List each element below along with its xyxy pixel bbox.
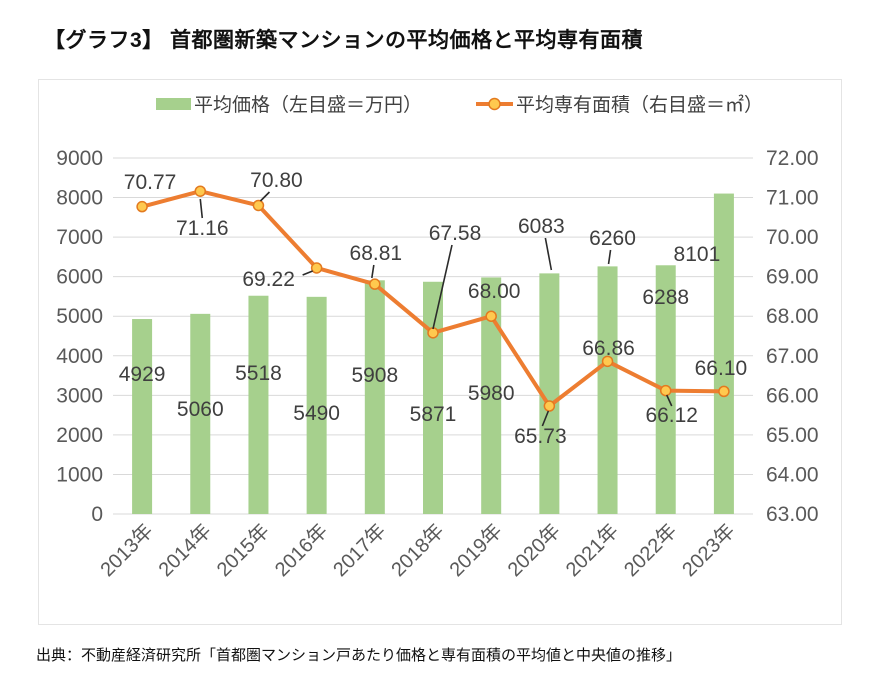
- left-axis-tick: 3000: [56, 384, 103, 407]
- x-axis-label: 2016年: [270, 519, 332, 581]
- price-label: 5518: [235, 362, 282, 385]
- line-marker: [485, 310, 497, 322]
- price-label: 6083: [518, 215, 565, 238]
- line-marker: [427, 327, 439, 339]
- right-axis-tick: 64.00: [766, 463, 819, 486]
- line-marker: [659, 384, 672, 397]
- leader-line: [541, 410, 550, 427]
- price-bar: [539, 273, 560, 514]
- price-label: 5490: [293, 402, 340, 425]
- x-axis-label: 2019年: [445, 519, 507, 581]
- line-marker: [310, 262, 323, 274]
- price-label: 5060: [177, 398, 224, 421]
- legend-line-marker: [488, 97, 501, 111]
- left-axis-tick: 6000: [56, 266, 103, 289]
- line-marker: [252, 199, 265, 212]
- x-axis-label: 2022年: [619, 519, 681, 581]
- leader-line: [432, 244, 453, 330]
- line-marker: [194, 185, 207, 197]
- left-axis-tick: 5000: [56, 305, 103, 328]
- chart-svg: 9000 72.00 8000 71.00 7000 70.00 6000 69.00 5000…: [56, 93, 819, 581]
- left-axis-tick: 4000: [56, 345, 103, 368]
- area-label: 67.58: [429, 222, 482, 245]
- x-axis-label: 2021年: [561, 519, 623, 581]
- price-bar: [190, 313, 211, 514]
- legend-bar-label: 平均価格（左目盛＝万円）: [194, 94, 422, 116]
- leader-line: [259, 191, 271, 202]
- area-label: 71.16: [176, 217, 229, 240]
- x-axis-label: 2014年: [154, 519, 216, 581]
- line-marker: [718, 385, 730, 398]
- area-label: 70.80: [250, 169, 303, 192]
- leader-line: [544, 237, 553, 271]
- line-marker: [601, 355, 614, 368]
- price-bar: [132, 319, 153, 514]
- right-axis-tick: 70.00: [766, 226, 819, 249]
- x-axis-label: 2013年: [96, 519, 158, 581]
- price-bar: [306, 296, 327, 514]
- x-axis-label: 2017年: [328, 519, 390, 581]
- area-label: 66.86: [582, 337, 635, 360]
- price-bar: [713, 193, 734, 514]
- right-axis-tick: 71.00: [766, 187, 819, 210]
- area-label: 65.73: [514, 425, 567, 448]
- x-axis-label: 2015年: [212, 519, 274, 581]
- x-axis-label: 2018年: [387, 519, 449, 581]
- left-axis-tick: 9000: [56, 147, 103, 170]
- leader-line: [302, 270, 313, 276]
- price-bar: [364, 280, 385, 514]
- x-axis-label: 2023年: [678, 519, 740, 581]
- area-label: 68.81: [350, 242, 403, 265]
- right-axis-tick: 65.00: [766, 424, 819, 447]
- line-marker: [136, 200, 148, 213]
- source-note: 出典：不動産経済研究所「首都圏マンション戸あたり価格と専有面積の平均値と中央値の…: [36, 647, 682, 664]
- price-bar: [248, 295, 269, 514]
- leader-line: [199, 198, 204, 219]
- left-axis-tick: 1000: [56, 463, 103, 486]
- legend-bar-swatch: [156, 98, 191, 110]
- right-axis-tick: 63.00: [766, 503, 819, 526]
- line-marker: [369, 278, 381, 290]
- price-label: 4929: [119, 363, 166, 386]
- price-label: 5980: [468, 382, 515, 405]
- x-axis-label: 2020年: [503, 519, 565, 581]
- leader-line: [371, 264, 375, 279]
- right-axis-tick: 69.00: [766, 266, 819, 289]
- left-axis-tick: 0: [91, 503, 103, 526]
- legend-line-label: 平均専有面積（右目盛＝㎡）: [516, 93, 763, 116]
- price-label: 5908: [351, 364, 398, 387]
- area-label: 66.10: [695, 357, 748, 380]
- right-axis-tick: 72.00: [766, 147, 819, 170]
- right-axis-tick: 68.00: [766, 305, 819, 328]
- area-label: 69.22: [242, 268, 295, 291]
- price-bar: [423, 281, 443, 514]
- price-label: 6260: [589, 227, 636, 250]
- price-label: 5871: [410, 403, 457, 426]
- area-label: 68.00: [468, 280, 521, 303]
- left-axis-tick: 8000: [56, 187, 103, 210]
- price-bar: [481, 277, 502, 514]
- right-axis-tick: 67.00: [766, 345, 819, 368]
- leader-line: [665, 394, 673, 407]
- leader-line: [607, 249, 612, 265]
- area-label: 70.77: [124, 171, 177, 194]
- left-axis-tick: 2000: [56, 424, 103, 447]
- chart-title: 【グラフ3】 首都圏新築マンションの平均価格と平均専有面積: [44, 29, 644, 52]
- chart-area: 9000 72.00 8000 71.00 7000 70.00 6000 69.00 5000…: [38, 79, 842, 625]
- left-axis-tick: 7000: [56, 226, 103, 249]
- price-label: 8101: [674, 243, 721, 266]
- price-label: 6288: [642, 286, 689, 309]
- area-label: 66.12: [645, 404, 698, 427]
- right-axis-tick: 66.00: [766, 384, 819, 407]
- line-marker: [543, 400, 556, 412]
- price-bar: [597, 266, 618, 514]
